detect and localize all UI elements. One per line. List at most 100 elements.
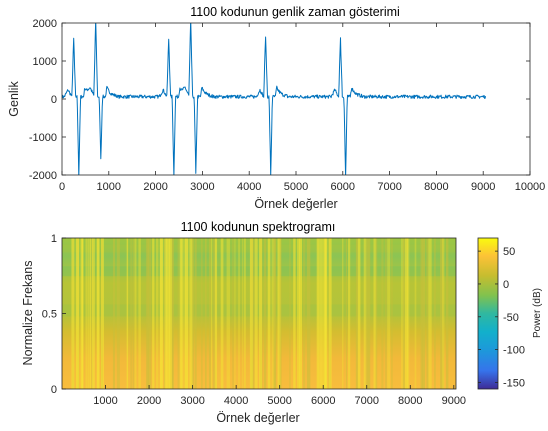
amplitude-chart-title: 1100 kodunun genlik zaman gösterimi — [190, 5, 400, 19]
spectrogram-streak — [214, 238, 218, 389]
spectrogram-streak — [134, 238, 137, 389]
amplitude-y-ticks: -2000 -1000 0 1000 2000 — [29, 18, 530, 182]
x-tick-label: 2000 — [143, 181, 167, 193]
spectrogram-streak — [171, 238, 174, 389]
spectrogram-streak — [442, 238, 445, 389]
amplitude-plot-frame — [61, 22, 531, 176]
spectrogram-streak — [297, 238, 300, 389]
spectrogram-streak — [116, 238, 120, 389]
spectrogram-x-label: Örnek değerler — [216, 411, 299, 425]
x-tick-label: 7000 — [355, 395, 379, 407]
spectrogram-streak — [322, 238, 327, 389]
x-tick-label: 4000 — [237, 181, 261, 193]
spectrogram-band — [62, 266, 456, 277]
spectrogram-streak — [244, 238, 246, 389]
spectrogram-streak — [271, 238, 275, 389]
spectrogram-streak — [112, 238, 116, 389]
spectrogram-streak — [428, 238, 432, 389]
colorbar — [477, 237, 499, 390]
spectrogram-streak — [400, 238, 404, 389]
spectrogram-streak — [232, 238, 234, 389]
spectrogram-streak — [146, 238, 149, 389]
spectrogram-streak — [363, 238, 367, 389]
spectrogram-streak — [163, 238, 166, 389]
spectrogram-streak — [402, 238, 405, 389]
spectrogram-streak — [210, 238, 213, 389]
spectrogram-streak — [87, 238, 90, 389]
spectrogram-streak — [189, 238, 193, 389]
spectrogram-streak — [148, 238, 152, 389]
y-tick-label: 0 — [51, 94, 57, 106]
spectrogram-streak — [226, 238, 230, 389]
x-tick-label: 7000 — [377, 181, 401, 193]
colorbar-tick-label: -150 — [503, 377, 525, 389]
spectrogram-streak — [238, 238, 240, 389]
amplitude-x-label: Örnek değerler — [254, 197, 337, 211]
spectrogram-streak — [71, 238, 75, 389]
x-tick-label: 5000 — [267, 395, 291, 407]
spectrogram-streak — [220, 238, 224, 389]
spectrogram-streak — [373, 238, 377, 389]
spectrogram-streak — [306, 238, 311, 389]
spectrogram-chart: 1100 kodunun spektrogramı — [21, 220, 543, 425]
y-tick-label: -1000 — [29, 132, 57, 144]
spectrogram-streak — [277, 238, 281, 389]
spectrogram-streak — [406, 238, 410, 389]
amplitude-plot-area — [62, 23, 530, 175]
spectrogram-streak — [387, 238, 391, 389]
spectrogram-streak — [234, 238, 236, 389]
spectrogram-streak — [159, 238, 163, 389]
spectrogram-streak — [183, 238, 186, 389]
spectrogram-streak — [195, 238, 197, 389]
colorbar-tick-label: -50 — [503, 312, 519, 324]
spectrogram-streak — [212, 238, 217, 389]
x-tick-label: 9000 — [471, 181, 495, 193]
spectrogram-streak — [252, 238, 255, 389]
x-tick-label: 0 — [59, 181, 65, 193]
spectrogram-y-ticks: 00.51 — [42, 233, 66, 396]
spectrogram-streak — [201, 238, 203, 389]
spectrogram-streak — [422, 238, 426, 389]
spectrogram-streak — [318, 238, 321, 389]
x-tick-label: 9000 — [442, 395, 466, 407]
spectrogram-streak — [316, 238, 320, 389]
spectrogram-streak — [342, 238, 344, 389]
spectrogram-x-ticks: 1000 2000 3000 4000 5000 6000 7000 8000 9000 — [93, 385, 466, 407]
spectrogram-streak — [391, 238, 393, 389]
x-tick-label: 6000 — [311, 395, 335, 407]
spectrogram-title: 1100 kodunun spektrogramı — [181, 220, 336, 234]
x-tick-label: 5000 — [284, 181, 308, 193]
spectrogram-streak — [85, 238, 88, 389]
x-tick-label: 1000 — [93, 395, 117, 407]
spectrogram-streak — [355, 238, 359, 389]
colorbar-tick-label: 50 — [503, 246, 515, 258]
spectrogram-streak — [100, 238, 104, 389]
colorbar-tick-label: -100 — [503, 345, 525, 357]
spectrogram-streak — [440, 238, 444, 389]
spectrogram-streak — [185, 238, 189, 389]
spectrogram-streak — [289, 238, 291, 389]
spectrogram-streak — [404, 238, 408, 389]
spectrogram-streak — [273, 238, 277, 389]
spectrogram-band — [62, 244, 456, 253]
spectrogram-streak — [348, 238, 351, 389]
spectrogram-streak — [346, 238, 348, 389]
spectrogram-streak — [254, 238, 258, 389]
x-tick-label: 3000 — [180, 395, 204, 407]
spectrogram-streak — [414, 238, 417, 389]
spectrogram-streak — [249, 238, 253, 389]
spectrogram-streak — [177, 238, 180, 389]
spectrogram-streak — [208, 238, 211, 389]
x-tick-label: 8000 — [424, 181, 448, 193]
spectrogram-streak — [324, 238, 328, 389]
spectrogram-streak — [434, 238, 436, 389]
colorbar-ticks: 50 0 -50 -100 -150 — [478, 246, 525, 389]
spectrogram-streak — [89, 238, 92, 389]
x-tick-label: 8000 — [398, 395, 422, 407]
spectrogram-streak — [375, 238, 378, 389]
spectrogram-streak — [191, 238, 195, 389]
spectrogram-band — [62, 304, 456, 317]
amplitude-y-label: Genlik — [7, 81, 21, 117]
y-tick-label: 0.5 — [42, 309, 57, 321]
